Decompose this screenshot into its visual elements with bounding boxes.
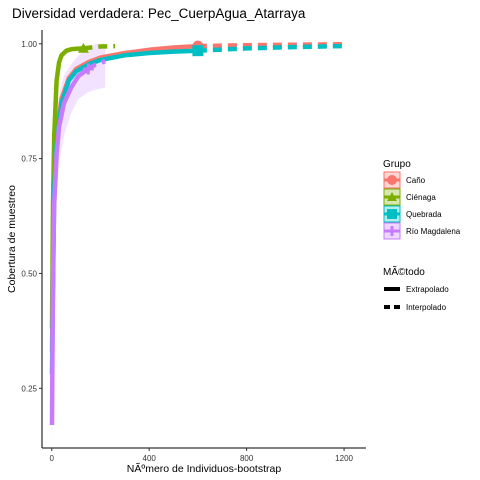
- legend-method-title: MÃ©todo: [383, 265, 425, 278]
- legend-group-label: Río Magdalena: [406, 227, 461, 236]
- legend: Grupo Caño Ciénaga Quebrada Río Magdalena M…: [383, 159, 461, 312]
- legend-group-label: Ciénaga: [406, 193, 436, 202]
- x-tick-label: 400: [143, 454, 157, 463]
- circle-marker: [387, 175, 397, 185]
- confidence-bands: [52, 43, 106, 449]
- x-axis-ticks: 0 400 800 1200: [50, 448, 354, 463]
- x-tick-label: 0: [50, 454, 55, 463]
- legend-group-label: Caño: [406, 176, 426, 185]
- confidence-band: [52, 43, 106, 449]
- y-tick-label: 0.25: [21, 384, 37, 393]
- x-tick-label: 1200: [335, 454, 353, 463]
- legend-group-label: Quebrada: [406, 210, 442, 219]
- chart-title: Diversidad verdadera: Pec_CuerpAgua_Atar…: [12, 6, 306, 21]
- extrapolated-line: [83, 43, 116, 51]
- y-axis-ticks: 0.25 0.50 0.75 1.00: [21, 40, 42, 393]
- legend-method-items: Extrapolado Interpolado: [384, 285, 449, 312]
- x-axis-title: NÃºmero de Individuos-bootstrap: [127, 462, 282, 475]
- y-axis-title: Cobertura de muestreo: [6, 185, 18, 293]
- y-tick-label: 1.00: [21, 40, 37, 49]
- y-tick-label: 0.75: [21, 155, 37, 164]
- legend-method-label: Interpolado: [406, 303, 447, 312]
- observed-markers: [77, 40, 204, 75]
- series-lines: [49, 41, 345, 426]
- legend-method-label: Extrapolado: [406, 285, 449, 294]
- square-marker: [387, 209, 397, 219]
- triangle-marker: [387, 192, 397, 201]
- square-marker: [192, 45, 204, 57]
- plus-marker: [82, 63, 94, 75]
- legend-group-items: Caño Ciénaga Quebrada Río Magdalena: [383, 171, 461, 240]
- interpolated-line: [49, 67, 90, 426]
- x-tick-label: 800: [240, 454, 254, 463]
- triangle-marker: [77, 42, 89, 53]
- plot-area: [41, 30, 366, 449]
- plus-marker: [387, 226, 397, 236]
- y-tick-label: 0.50: [21, 269, 37, 278]
- legend-group-title: Grupo: [383, 159, 411, 170]
- extrapolated-line: [197, 43, 345, 53]
- extrapolated-line: [87, 59, 107, 71]
